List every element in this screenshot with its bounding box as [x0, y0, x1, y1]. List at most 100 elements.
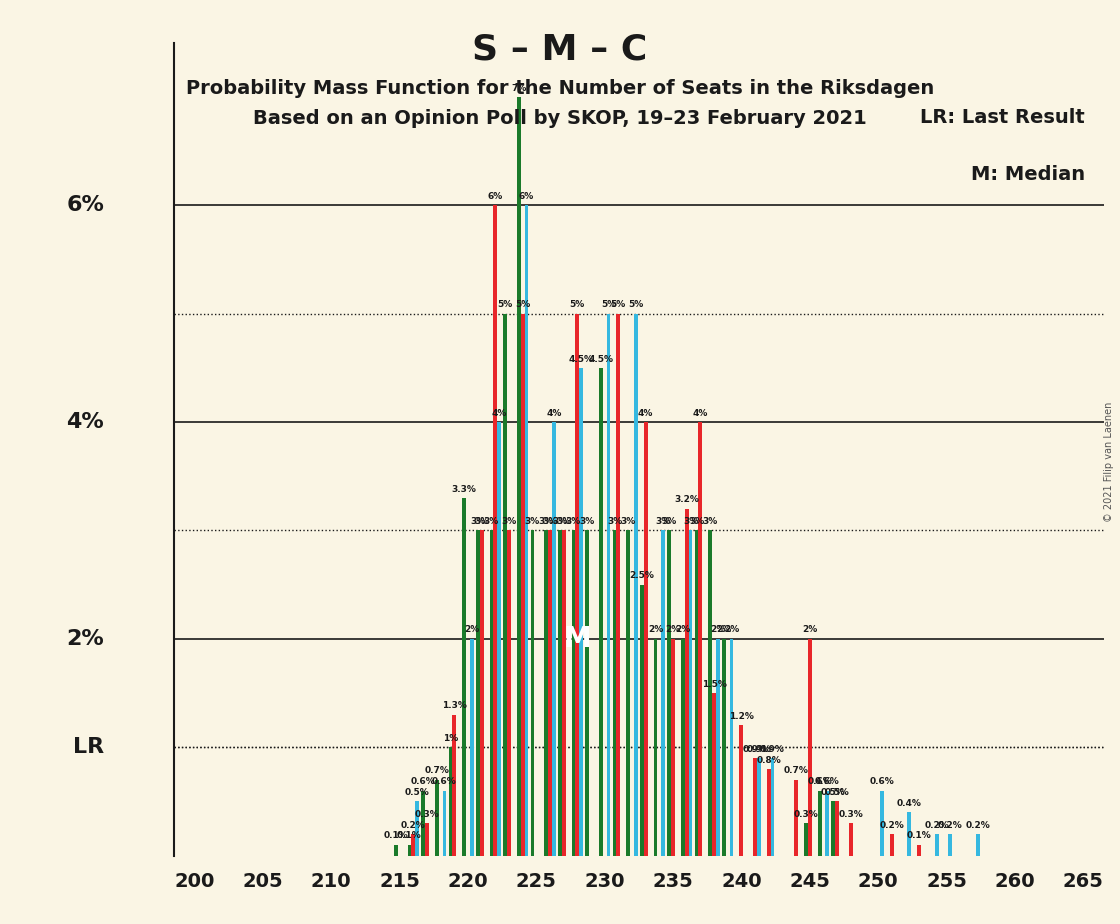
- Text: 0.6%: 0.6%: [411, 777, 436, 786]
- Bar: [729, 638, 734, 856]
- Text: 3%: 3%: [502, 517, 516, 526]
- Bar: [435, 780, 439, 856]
- Bar: [586, 530, 589, 856]
- Bar: [689, 530, 692, 856]
- Bar: [694, 530, 699, 856]
- Text: 3%: 3%: [655, 517, 671, 526]
- Bar: [548, 530, 552, 856]
- Text: 3%: 3%: [552, 517, 568, 526]
- Text: 3%: 3%: [620, 517, 636, 526]
- Bar: [463, 498, 466, 856]
- Text: 3%: 3%: [525, 517, 540, 526]
- Bar: [562, 530, 566, 856]
- Text: LR: LR: [73, 737, 104, 757]
- Bar: [640, 585, 644, 856]
- Bar: [424, 823, 429, 856]
- Text: 0.6%: 0.6%: [432, 777, 457, 786]
- Text: 5%: 5%: [570, 300, 585, 310]
- Text: 4%: 4%: [638, 408, 653, 418]
- Bar: [634, 313, 637, 856]
- Bar: [880, 791, 884, 856]
- Bar: [976, 833, 980, 856]
- Text: 5%: 5%: [610, 300, 626, 310]
- Text: Based on an Opinion Poll by SKOP, 19–23 February 2021: Based on an Opinion Poll by SKOP, 19–23 …: [253, 109, 867, 128]
- Text: 2.5%: 2.5%: [629, 571, 654, 580]
- Text: 2%: 2%: [724, 626, 739, 635]
- Text: 0.4%: 0.4%: [897, 799, 922, 808]
- Text: 5%: 5%: [497, 300, 513, 310]
- Bar: [644, 422, 647, 856]
- Bar: [442, 791, 447, 856]
- Text: 6%: 6%: [519, 192, 534, 201]
- Text: 2%: 2%: [802, 626, 818, 635]
- Bar: [521, 313, 524, 856]
- Bar: [654, 638, 657, 856]
- Bar: [479, 530, 484, 856]
- Text: 7%: 7%: [511, 83, 526, 92]
- Text: 2%: 2%: [675, 626, 691, 635]
- Text: 0.9%: 0.9%: [743, 745, 767, 754]
- Text: 0.8%: 0.8%: [756, 756, 781, 764]
- Text: 5%: 5%: [515, 300, 530, 310]
- Text: 0.3%: 0.3%: [794, 809, 819, 819]
- Text: 1.5%: 1.5%: [701, 680, 727, 688]
- Bar: [476, 530, 479, 856]
- Bar: [699, 422, 702, 856]
- Text: 3.2%: 3.2%: [674, 495, 699, 505]
- Text: 0.2%: 0.2%: [924, 821, 949, 830]
- Text: 1.3%: 1.3%: [441, 701, 467, 711]
- Bar: [917, 845, 921, 856]
- Text: 1.2%: 1.2%: [729, 712, 754, 721]
- Text: 5%: 5%: [628, 300, 644, 310]
- Text: 0.5%: 0.5%: [821, 788, 846, 797]
- Bar: [671, 638, 675, 856]
- Text: 3%: 3%: [702, 517, 718, 526]
- Bar: [470, 638, 474, 856]
- Text: 3.3%: 3.3%: [451, 484, 476, 493]
- Bar: [421, 791, 424, 856]
- Bar: [836, 801, 839, 856]
- Bar: [949, 833, 952, 856]
- Bar: [613, 530, 616, 856]
- Text: 0.9%: 0.9%: [760, 745, 785, 754]
- Bar: [890, 833, 894, 856]
- Text: 6%: 6%: [66, 195, 104, 215]
- Bar: [626, 530, 631, 856]
- Bar: [804, 823, 808, 856]
- Text: 3%: 3%: [607, 517, 622, 526]
- Bar: [448, 748, 452, 856]
- Text: 3%: 3%: [662, 517, 676, 526]
- Text: 0.2%: 0.2%: [937, 821, 963, 830]
- Bar: [552, 422, 556, 856]
- Text: 4%: 4%: [692, 408, 708, 418]
- Bar: [808, 638, 812, 856]
- Bar: [489, 530, 494, 856]
- Text: 2%: 2%: [717, 626, 731, 635]
- Bar: [497, 422, 501, 856]
- Bar: [408, 845, 411, 856]
- Bar: [935, 833, 939, 856]
- Text: 0.7%: 0.7%: [424, 766, 449, 775]
- Text: 0.2%: 0.2%: [401, 821, 426, 830]
- Text: M: Median: M: Median: [971, 164, 1085, 184]
- Bar: [716, 638, 720, 856]
- Text: 3%: 3%: [579, 517, 595, 526]
- Bar: [544, 530, 548, 856]
- Bar: [739, 725, 744, 856]
- Text: 3%: 3%: [484, 517, 500, 526]
- Text: 0.1%: 0.1%: [383, 832, 408, 840]
- Text: 0.1%: 0.1%: [907, 832, 932, 840]
- Bar: [661, 530, 665, 856]
- Text: 3%: 3%: [542, 517, 558, 526]
- Bar: [571, 530, 576, 856]
- Bar: [849, 823, 852, 856]
- Bar: [558, 530, 562, 856]
- Text: M: M: [563, 625, 591, 652]
- Bar: [394, 845, 398, 856]
- Text: 2%: 2%: [647, 626, 663, 635]
- Text: 0.6%: 0.6%: [869, 777, 894, 786]
- Bar: [507, 530, 511, 856]
- Bar: [503, 313, 507, 856]
- Text: 4%: 4%: [547, 408, 561, 418]
- Text: 4.5%: 4.5%: [569, 355, 594, 363]
